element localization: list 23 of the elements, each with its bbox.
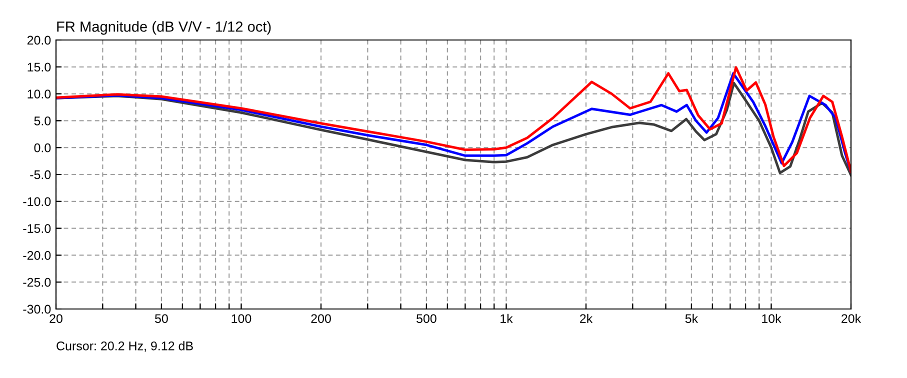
x-tick-label: 10k bbox=[762, 314, 782, 324]
chart-title: FR Magnitude (dB V/V - 1/12 oct) bbox=[57, 21, 271, 35]
y-tick-label: -25.0 bbox=[23, 278, 51, 287]
x-tick-label: 20 bbox=[50, 314, 62, 324]
y-tick-label: 5.0 bbox=[34, 116, 51, 126]
x-tick-label: 50 bbox=[155, 314, 168, 324]
y-tick-label: 15.0 bbox=[28, 62, 51, 72]
y-tick-label: -20.0 bbox=[23, 251, 51, 260]
x-tick-label: 500 bbox=[416, 314, 436, 324]
y-tick-label: -30.0 bbox=[23, 304, 51, 314]
x-tick-label: 1k bbox=[500, 314, 513, 323]
x-tick-label: 100 bbox=[232, 314, 252, 324]
y-tick-label: 0.0 bbox=[34, 143, 51, 152]
x-tick-label: 2k bbox=[580, 314, 593, 323]
text: Cursor: 20.2 Hz, 9.12 dB bbox=[56, 341, 193, 352]
y-tick-label: 20.0 bbox=[27, 36, 51, 45]
y-tick-label: -10.0 bbox=[23, 197, 51, 206]
x-tick-label: 5k bbox=[685, 314, 698, 324]
x-tick-label: 200 bbox=[311, 314, 331, 324]
y-tick-label: 10.0 bbox=[28, 90, 51, 98]
y-tick-label: -15.0 bbox=[23, 224, 51, 233]
x-tick-label: 20k bbox=[842, 314, 862, 324]
y-tick-label: -5.0 bbox=[30, 170, 51, 180]
